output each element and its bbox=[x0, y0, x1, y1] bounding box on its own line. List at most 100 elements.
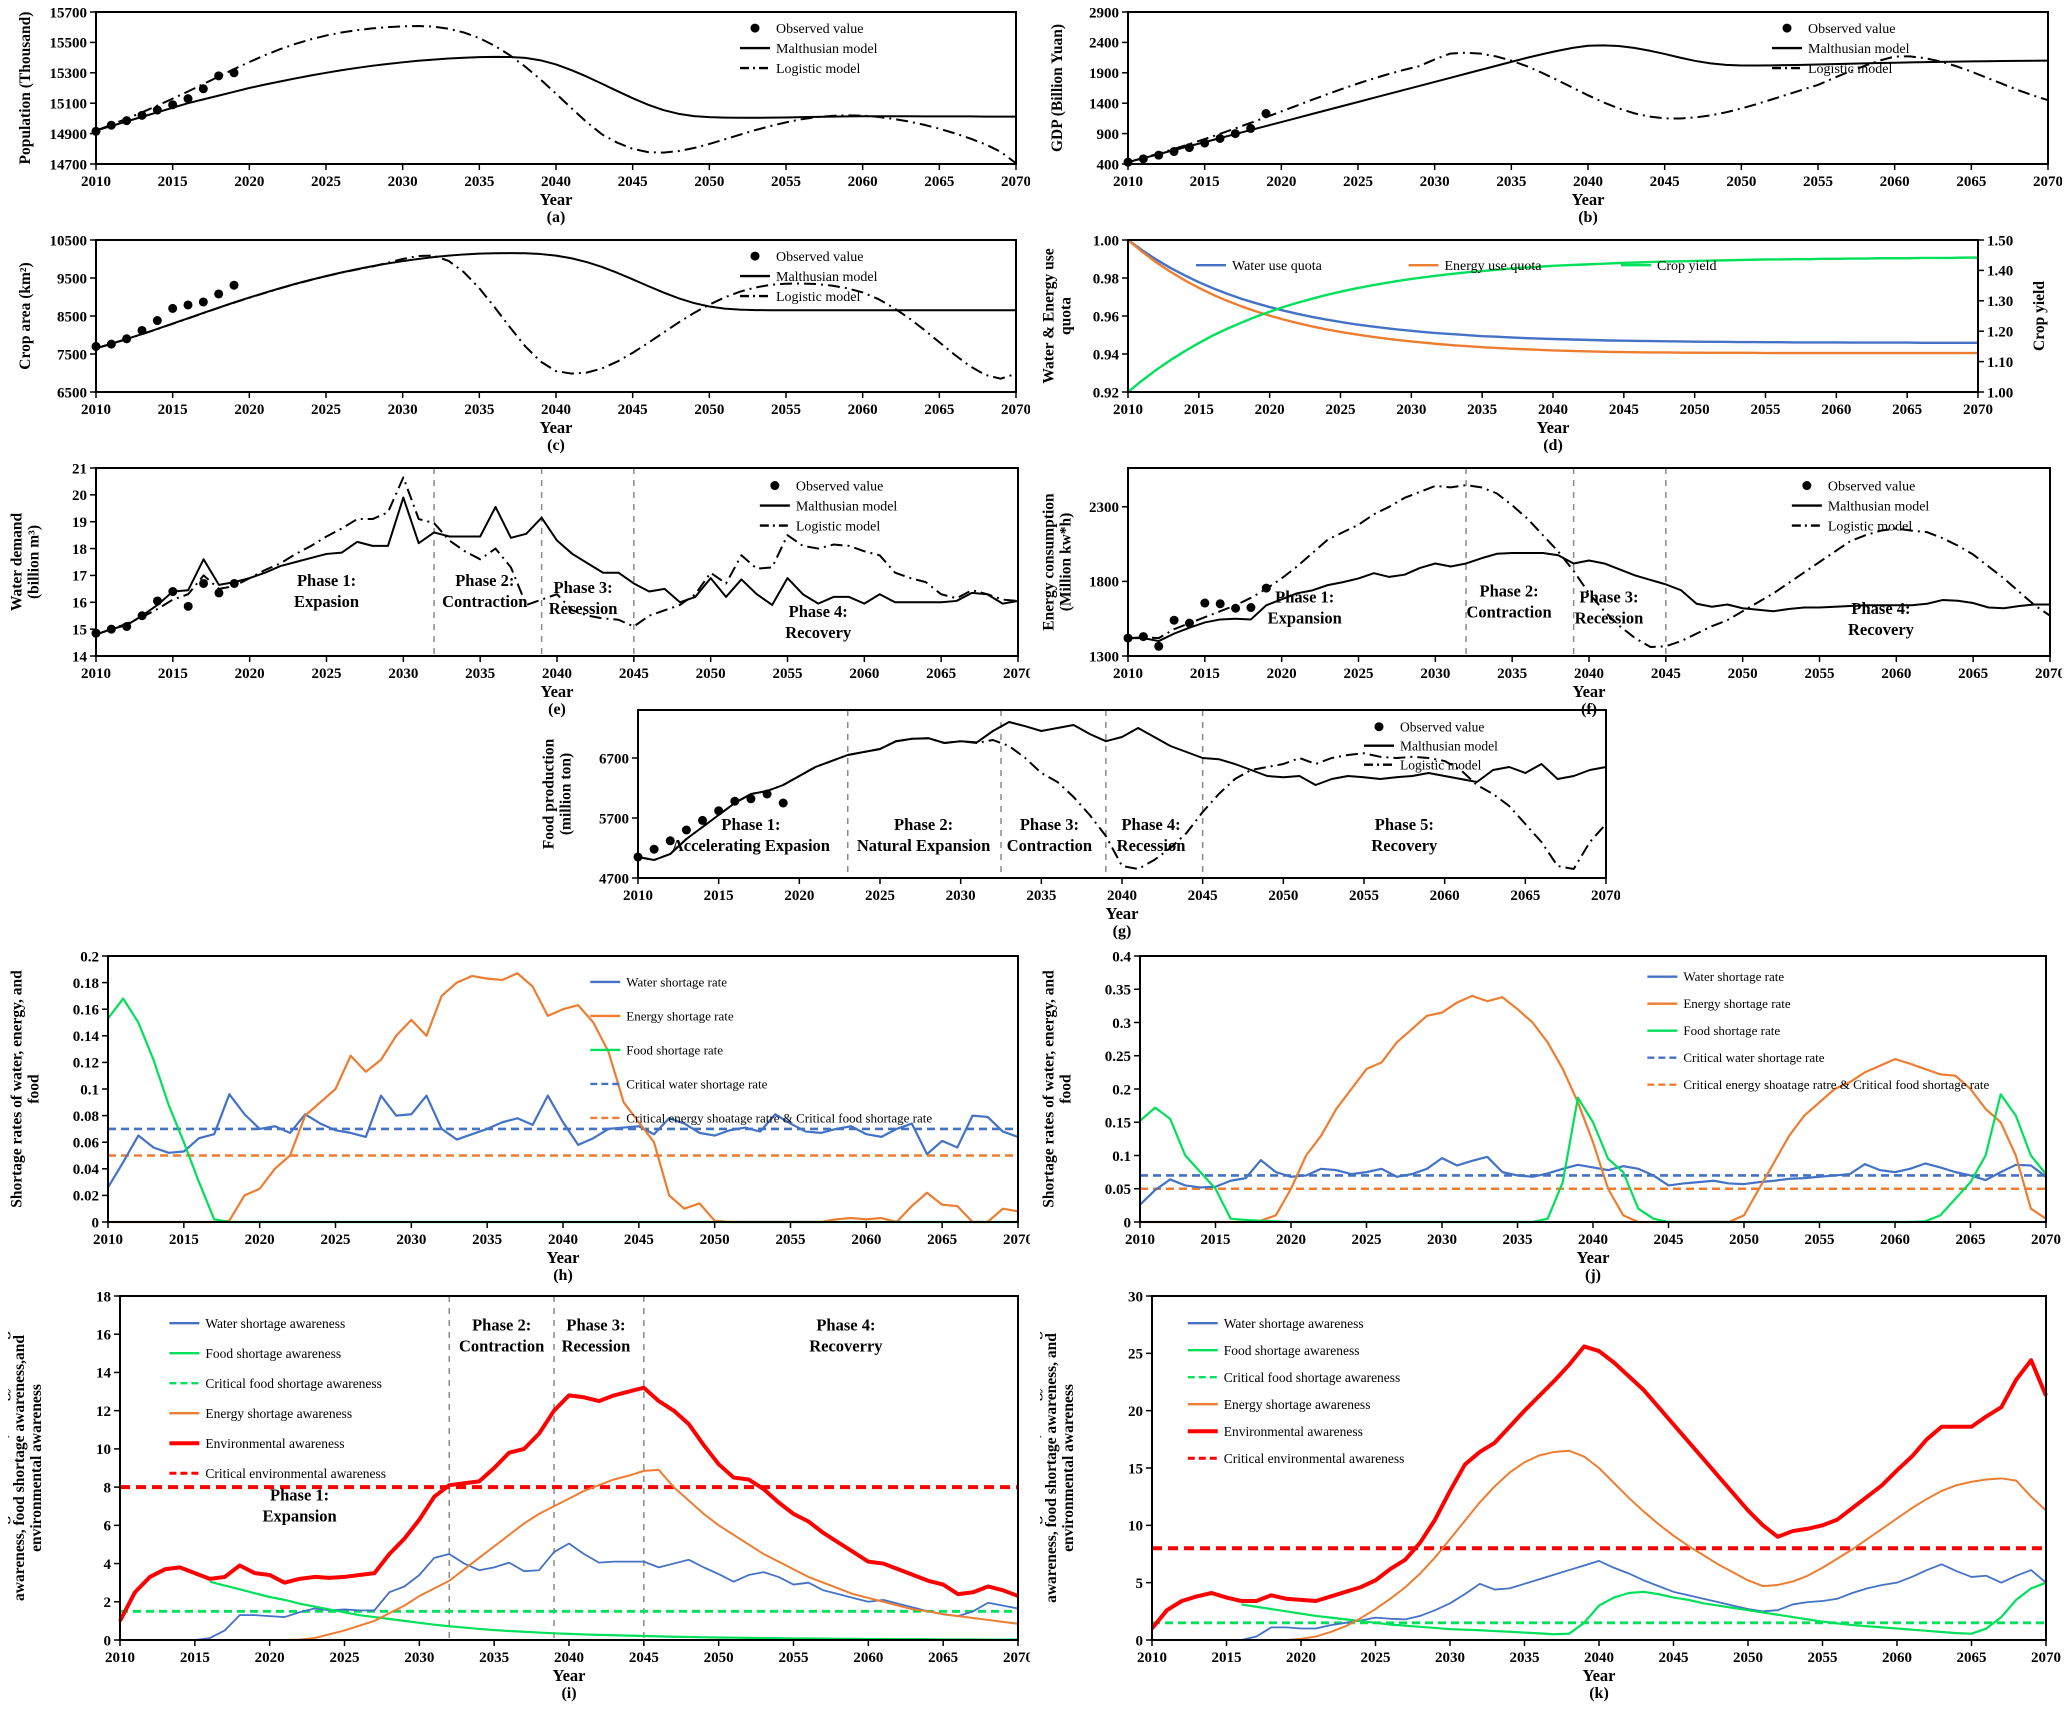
x-tick-label: 2030 bbox=[388, 174, 418, 190]
observed-point bbox=[199, 578, 209, 588]
observed-point bbox=[1215, 599, 1225, 609]
y-tick-label: 0.98 bbox=[1093, 271, 1119, 287]
observed-point bbox=[746, 794, 756, 804]
legend-item-label: Environmental awareness bbox=[205, 1436, 344, 1451]
panel-e-water-demand: 14 15 16 17 18 19 20 21 2010 2015 2020 2025 2030 2035… bbox=[8, 458, 1031, 720]
x-tick-label: 2025 bbox=[1326, 402, 1356, 418]
panel-caption: (j) bbox=[1585, 1267, 1601, 1284]
observed-point bbox=[1184, 618, 1194, 628]
x-tick-label: 2015 bbox=[1201, 1232, 1231, 1248]
panel-caption: (a) bbox=[547, 209, 566, 226]
y-axis-label: Population (Thousand) bbox=[17, 12, 34, 165]
x-axis-label: Year bbox=[553, 1666, 586, 1685]
x-tick-label: 2055 bbox=[1805, 1232, 1835, 1248]
observed-point bbox=[698, 815, 708, 825]
series-logistic-model bbox=[95, 24, 1017, 165]
x-tick-label: 2015 bbox=[158, 174, 188, 190]
x-tick-label: 2020 bbox=[234, 402, 264, 418]
legend-item-label: Food shortage rate bbox=[1683, 1023, 1780, 1038]
x-tick-label: 2070 bbox=[1591, 888, 1620, 904]
series-malthusian-model bbox=[95, 252, 1016, 350]
phase-annotation: Recession bbox=[549, 599, 618, 618]
y-tick-label: 2400 bbox=[1089, 36, 1119, 52]
observed-point bbox=[198, 84, 208, 94]
y-tick-label: 400 bbox=[1097, 157, 1120, 173]
chart-population: 14700 14900 15100 15300 15500 15700 2010 2015 20… bbox=[17, 5, 1030, 226]
legend-item-label: Malthusian model bbox=[776, 270, 878, 285]
x-tick-label: 2040 bbox=[541, 402, 571, 418]
x-tick-label: 2015 bbox=[704, 888, 734, 904]
x-tick-label: 2010 bbox=[81, 174, 111, 190]
observed-point bbox=[1154, 150, 1164, 160]
x-tick-label: 2030 bbox=[388, 666, 418, 682]
observed-point bbox=[214, 289, 224, 299]
y-tick-label: 14 bbox=[96, 1366, 112, 1382]
y-axis-label: Shortage rates of water, energy, andfood bbox=[9, 970, 43, 1208]
panel-j-shortage-rates: 0 0.05 0.1 0.15 0.2 0.25 0.3 0.35 0.4 2010 2015 202… bbox=[1040, 944, 2062, 1284]
x-tick-label: 2065 bbox=[924, 402, 954, 418]
y-tick-label: 14700 bbox=[50, 157, 88, 173]
x-tick-label: 2045 bbox=[618, 174, 648, 190]
x-tick-label: 2070 bbox=[2031, 1650, 2061, 1666]
x-tick-label: 2035 bbox=[1467, 402, 1497, 418]
y2-tick-label: 1.40 bbox=[1987, 264, 2013, 280]
phase-annotation: Contraction bbox=[459, 1336, 544, 1355]
plot-border bbox=[95, 11, 1017, 165]
y-tick-label: 0.4 bbox=[1112, 949, 1131, 965]
y-tick-label: 16 bbox=[96, 1327, 112, 1343]
y-tick-label: 30 bbox=[1128, 1289, 1143, 1305]
x-tick-label: 2040 bbox=[541, 174, 571, 190]
observed-point bbox=[1215, 133, 1225, 143]
x-tick-label: 2050 bbox=[1726, 174, 1756, 190]
observed-point bbox=[152, 596, 162, 606]
y-tick-label: 15500 bbox=[50, 36, 88, 52]
phase-annotation: Phase 2: bbox=[472, 1315, 531, 1334]
y-tick-label: 15700 bbox=[50, 5, 88, 21]
legend-item-label: Critical environmental awareness bbox=[205, 1466, 386, 1481]
x-tick-label: 2055 bbox=[771, 174, 801, 190]
chart-shortage-rates-2: 0 0.05 0.1 0.15 0.2 0.25 0.3 0.35 0.4 2010 2015 202… bbox=[1041, 949, 2062, 1284]
x-tick-label: 2035 bbox=[464, 174, 494, 190]
y-tick-label: 0.18 bbox=[73, 976, 99, 992]
observed-point bbox=[1261, 109, 1271, 119]
y-tick-label: 0.1 bbox=[80, 1082, 99, 1098]
observed-point bbox=[1246, 123, 1256, 133]
x-tick-label: 2025 bbox=[1352, 1232, 1382, 1248]
x-axis-label: Year bbox=[540, 418, 573, 437]
legend-item-label: Malthusian model bbox=[796, 499, 898, 514]
legend-item-label: Observed value bbox=[1828, 479, 1915, 494]
phase-annotation: Phase 4: bbox=[816, 1315, 875, 1334]
y-tick-label: 0.06 bbox=[73, 1135, 100, 1151]
x-tick-label: 2030 bbox=[1420, 666, 1450, 682]
x-axis-label: Year bbox=[1106, 904, 1139, 923]
x-tick-label: 2065 bbox=[928, 1650, 958, 1666]
x-tick-label: 2035 bbox=[479, 1650, 509, 1666]
y-tick-label: 0.1 bbox=[1112, 1149, 1131, 1165]
panel-caption: (i) bbox=[561, 1685, 576, 1702]
legend-item-label: Observed value bbox=[776, 22, 863, 37]
x-tick-label: 2070 bbox=[1963, 402, 1993, 418]
y2-tick-label: 1.10 bbox=[1987, 355, 2013, 371]
series-water-shortage-awareness bbox=[120, 1542, 1019, 1641]
phase-annotation: Phase 5: bbox=[1375, 815, 1434, 834]
x-tick-label: 2030 bbox=[388, 402, 418, 418]
observed-point bbox=[1184, 143, 1194, 153]
y-tick-label: 15300 bbox=[50, 66, 88, 82]
x-tick-label: 2035 bbox=[1026, 888, 1056, 904]
series-logistic-model bbox=[1127, 51, 2049, 164]
x-tick-label: 2045 bbox=[1609, 402, 1639, 418]
y2-tick-label: 1.20 bbox=[1987, 324, 2013, 340]
x-tick-label: 2040 bbox=[1578, 1232, 1608, 1248]
phase-annotation: Phase 4: bbox=[1851, 599, 1910, 618]
phase-annotation: Phase 2: bbox=[455, 571, 514, 590]
x-tick-label: 2070 bbox=[2033, 174, 2062, 190]
y-tick-label: 7500 bbox=[57, 347, 87, 363]
phase-annotation: Expansion bbox=[262, 1506, 336, 1525]
y-tick-label: 0.2 bbox=[1112, 1082, 1131, 1098]
legend-item-label: Logistic model bbox=[1808, 62, 1892, 77]
phase-annotation: Phase 3: bbox=[1020, 815, 1079, 834]
x-tick-label: 2040 bbox=[542, 666, 572, 682]
x-tick-label: 2060 bbox=[1430, 888, 1460, 904]
y-tick-label: 19 bbox=[72, 515, 87, 531]
